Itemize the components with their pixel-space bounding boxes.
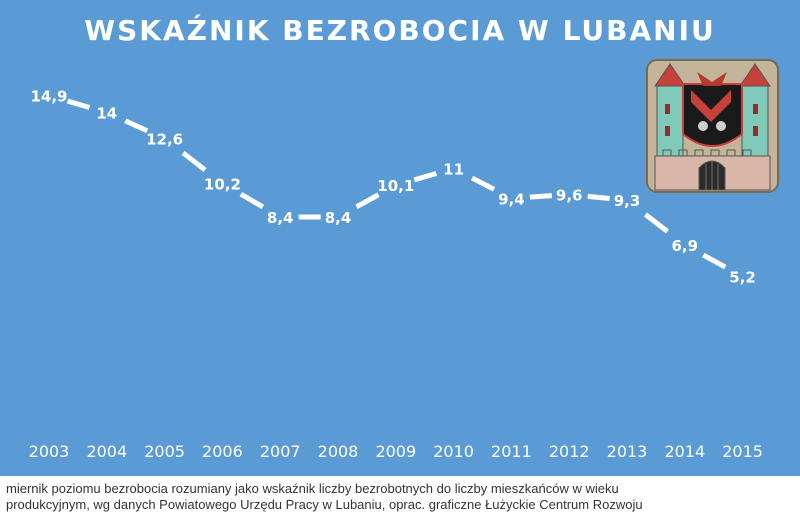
x-tick-label-2004: 2004 — [86, 442, 127, 461]
line-segment-2013-2014 — [643, 212, 669, 234]
line-segment-2006-2007 — [239, 191, 265, 210]
data-label-2011: 9,4 — [498, 190, 525, 208]
data-label-2010: 11 — [443, 160, 464, 178]
chart-title: WSKAŹNIK BEZROBOCIA W LUBANIU — [84, 14, 716, 47]
x-tick-label-2010: 2010 — [433, 442, 474, 461]
line-segment-2010-2011 — [470, 175, 496, 192]
x-tick-label-2003: 2003 — [29, 442, 70, 461]
x-tick-label-2005: 2005 — [144, 442, 185, 461]
line-segment-2014-2015 — [702, 252, 727, 270]
x-tick-label-2006: 2006 — [202, 442, 243, 461]
data-label-2012: 9,6 — [556, 187, 583, 205]
line-segment-2009-2010 — [413, 171, 437, 183]
line-segment-2003-2004 — [66, 98, 91, 110]
chart-footnote: miernik poziomu bezrobocia rozumiany jak… — [6, 481, 796, 513]
x-tick-label-2011: 2011 — [491, 442, 532, 461]
line-chart: 14,9 14 12,6 10,2 8,4 8,4 10,1 11 9,4 9,6 9,3 6,9 5,… — [29, 88, 763, 461]
data-label-2015: 5,2 — [729, 269, 756, 287]
x-tick-label-2007: 2007 — [260, 442, 301, 461]
x-tick-label-2012: 2012 — [549, 442, 590, 461]
data-label-2014: 6,9 — [672, 237, 699, 255]
chart-area: 14,9 14 12,6 10,2 8,4 8,4 10,1 11 9,4 9,6 9,3 6,9 5,… — [0, 0, 800, 476]
x-tick-label-2008: 2008 — [318, 442, 359, 461]
data-label-2004: 14 — [96, 105, 117, 123]
line-segment-2012-2013 — [587, 193, 610, 201]
data-label-2003: 14,9 — [30, 88, 67, 106]
footnote-line-2: produkcyjnym, wg danych Powiatowego Urzę… — [6, 497, 643, 512]
x-tick-label-2014: 2014 — [664, 442, 705, 461]
line-segment-2005-2006 — [181, 150, 207, 172]
line-segment-2008-2009 — [355, 192, 380, 209]
x-tick-label-2013: 2013 — [607, 442, 648, 461]
data-label-2008: 8,4 — [325, 209, 352, 227]
x-tick-label-2015: 2015 — [722, 442, 763, 461]
data-label-2009: 10,1 — [377, 177, 414, 195]
line-segment-2004-2005 — [124, 118, 149, 134]
line-segment-2011-2012 — [529, 193, 553, 200]
data-label-2013: 9,3 — [614, 192, 641, 210]
data-label-2007: 8,4 — [267, 209, 294, 227]
coat-of-arms-icon — [646, 59, 779, 193]
data-label-2006: 10,2 — [204, 175, 241, 193]
footnote-line-1: miernik poziomu bezrobocia rozumiany jak… — [6, 481, 619, 496]
data-label-2005: 12,6 — [146, 131, 183, 149]
x-tick-label-2009: 2009 — [375, 442, 416, 461]
